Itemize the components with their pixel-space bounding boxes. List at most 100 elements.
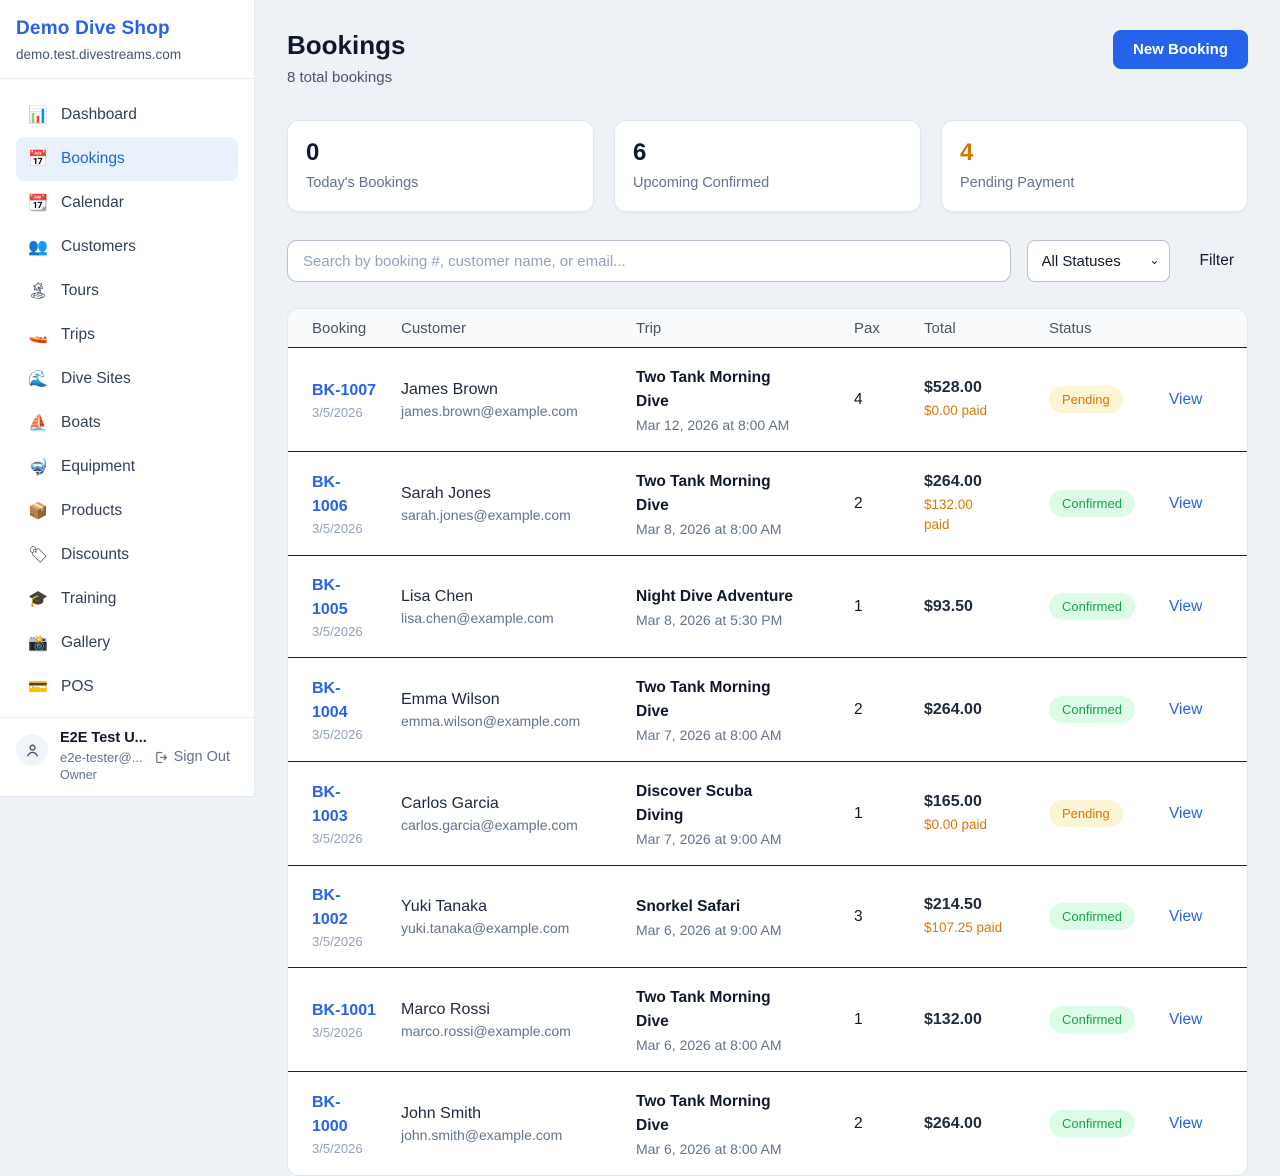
booking-cell: BK- 1006 3/5/2026 bbox=[288, 471, 401, 536]
total-amount: $264.00 bbox=[924, 700, 982, 718]
booking-id-link[interactable]: BK- 1000 bbox=[312, 1094, 348, 1136]
view-link[interactable]: View bbox=[1169, 907, 1203, 925]
graduation-cap-icon: 🎓 bbox=[28, 591, 48, 608]
customer-email: james.brown@example.com bbox=[401, 402, 578, 419]
action-cell: View bbox=[1169, 805, 1247, 823]
trip-name: Two Tank Morning Dive bbox=[636, 1093, 771, 1135]
booking-id-link[interactable]: BK- 1003 bbox=[312, 784, 348, 826]
new-booking-button[interactable]: New Booking bbox=[1112, 30, 1248, 69]
user-email: e2e-tester@... bbox=[60, 749, 143, 765]
column-header-pax: Pax bbox=[854, 319, 880, 337]
booking-date: 3/5/2026 bbox=[312, 934, 363, 950]
sidebar-item-discounts[interactable]: 🏷 Discounts bbox=[16, 533, 238, 577]
pax-cell: 1 bbox=[854, 1011, 924, 1029]
trip-name: Snorkel Safari bbox=[636, 898, 741, 916]
paid-amount: $0.00 paid bbox=[924, 816, 988, 832]
sidebar-item-pos[interactable]: 💳 POS bbox=[16, 665, 238, 709]
sidebar-item-label: Products bbox=[61, 502, 123, 519]
total-amount: $264.00 bbox=[924, 472, 982, 490]
customer-cell: Carlos Garcia carlos.garcia@example.com bbox=[401, 795, 636, 833]
customer-name: Emma Wilson bbox=[401, 690, 500, 708]
user-name: E2E Test U... bbox=[60, 730, 147, 746]
customer-cell: Emma Wilson emma.wilson@example.com bbox=[401, 691, 636, 729]
trip-cell: Discover Scuba Diving Mar 7, 2026 at 9:0… bbox=[636, 780, 854, 847]
paid-amount: $0.00 paid bbox=[924, 402, 988, 418]
customer-name: Carlos Garcia bbox=[401, 794, 499, 812]
booking-id-link[interactable]: BK-1007 bbox=[312, 382, 377, 400]
view-link[interactable]: View bbox=[1169, 1114, 1203, 1132]
pax-count: 2 bbox=[854, 494, 863, 512]
pax-cell: 2 bbox=[854, 701, 924, 719]
customer-name: John Smith bbox=[401, 1104, 482, 1122]
stat-value: 0 bbox=[306, 139, 320, 166]
trip-cell: Two Tank Morning Dive Mar 7, 2026 at 8:0… bbox=[636, 676, 854, 743]
trip-datetime: Mar 6, 2026 at 8:00 AM bbox=[636, 1037, 782, 1054]
trip-datetime: Mar 12, 2026 at 8:00 AM bbox=[636, 417, 790, 434]
main-content: Bookings 8 total bookings New Booking 0 T… bbox=[255, 0, 1280, 1176]
sidebar-item-training[interactable]: 🎓 Training bbox=[16, 577, 238, 621]
stat-label: Today's Bookings bbox=[306, 175, 419, 191]
action-cell: View bbox=[1169, 1011, 1247, 1029]
booking-id-link[interactable]: BK- 1002 bbox=[312, 887, 348, 929]
column-header-total: Total bbox=[924, 319, 956, 337]
total-cell: $132.00 bbox=[924, 1011, 1049, 1029]
table-row: BK-1007 3/5/2026 James Brown james.brown… bbox=[288, 348, 1247, 451]
sidebar-item-products[interactable]: 📦 Products bbox=[16, 489, 238, 533]
total-cell: $264.00 $132.00 paid bbox=[924, 473, 1049, 534]
sidebar-item-calendar[interactable]: 📆 Calendar bbox=[16, 181, 238, 225]
total-amount: $264.00 bbox=[924, 1114, 982, 1132]
view-link[interactable]: View bbox=[1169, 390, 1203, 408]
action-cell: View bbox=[1169, 701, 1247, 719]
total-cell: $214.50 $107.25 paid bbox=[924, 896, 1049, 938]
customer-name: Marco Rossi bbox=[401, 1000, 490, 1018]
column-header-booking: Booking bbox=[312, 319, 367, 337]
search-input[interactable] bbox=[287, 240, 1011, 282]
table-row: BK- 1002 3/5/2026 Yuki Tanaka yuki.tanak… bbox=[288, 865, 1247, 967]
view-link[interactable]: View bbox=[1169, 597, 1203, 615]
total-cell: $264.00 bbox=[924, 1115, 1049, 1133]
sidebar-item-customers[interactable]: 👥 Customers bbox=[16, 225, 238, 269]
customer-cell: James Brown james.brown@example.com bbox=[401, 381, 636, 419]
filter-button[interactable]: Filter bbox=[1186, 244, 1248, 278]
pax-count: 3 bbox=[854, 907, 863, 925]
sidebar-item-bookings[interactable]: 📅 Bookings bbox=[16, 137, 238, 181]
customer-cell: Lisa Chen lisa.chen@example.com bbox=[401, 588, 636, 626]
page-subtitle: 8 total bookings bbox=[287, 69, 393, 86]
filter-bar: All Statuses ⌄ Filter bbox=[287, 240, 1248, 282]
booking-id-link[interactable]: BK- 1006 bbox=[312, 474, 348, 516]
pax-cell: 1 bbox=[854, 598, 924, 616]
trip-datetime: Mar 7, 2026 at 9:00 AM bbox=[636, 831, 782, 848]
sidebar-item-equipment[interactable]: 🤿 Equipment bbox=[16, 445, 238, 489]
booking-id-link[interactable]: BK- 1005 bbox=[312, 577, 348, 619]
paid-amount: $132.00 paid bbox=[924, 496, 973, 532]
table-row: BK- 1006 3/5/2026 Sarah Jones sarah.jone… bbox=[288, 451, 1247, 555]
sidebar-item-tours[interactable]: 🏝 Tours bbox=[16, 269, 238, 313]
table-body: BK-1007 3/5/2026 James Brown james.brown… bbox=[288, 348, 1247, 1175]
booking-id-link[interactable]: BK-1001 bbox=[312, 1002, 377, 1020]
customer-cell: Marco Rossi marco.rossi@example.com bbox=[401, 1001, 636, 1039]
status-filter-select[interactable]: All Statuses bbox=[1026, 240, 1170, 282]
total-amount: $528.00 bbox=[924, 378, 982, 396]
sidebar-user-footer: E2E Test U... e2e-tester@... Sign Out Ow… bbox=[0, 717, 254, 796]
user-icon bbox=[26, 744, 38, 757]
sidebar-item-label: Tours bbox=[61, 282, 99, 299]
view-link[interactable]: View bbox=[1169, 1010, 1203, 1028]
sidebar-item-trips[interactable]: 🚤 Trips bbox=[16, 313, 238, 357]
sidebar-item-gallery[interactable]: 📸 Gallery bbox=[16, 621, 238, 665]
sign-out-button[interactable]: Sign Out bbox=[153, 749, 230, 765]
sidebar-item-label: Dive Sites bbox=[61, 370, 131, 387]
sidebar-nav: 📊 Dashboard 📅 Bookings 📆 Calendar 👥 Customers 🏝 T… bbox=[0, 79, 254, 717]
sidebar-item-label: Trips bbox=[61, 326, 95, 343]
view-link[interactable]: View bbox=[1169, 494, 1203, 512]
pax-count: 2 bbox=[854, 1114, 863, 1132]
sidebar-item-boats[interactable]: ⛵ Boats bbox=[16, 401, 238, 445]
brand-domain: demo.test.divestreams.com bbox=[16, 47, 182, 62]
booking-cell: BK- 1002 3/5/2026 bbox=[288, 884, 401, 949]
booking-date: 3/5/2026 bbox=[312, 624, 363, 640]
view-link[interactable]: View bbox=[1169, 804, 1203, 822]
sidebar-item-dive-sites[interactable]: 🌊 Dive Sites bbox=[16, 357, 238, 401]
sidebar-item-dashboard[interactable]: 📊 Dashboard bbox=[16, 93, 238, 137]
view-link[interactable]: View bbox=[1169, 700, 1203, 718]
booking-id-link[interactable]: BK- 1004 bbox=[312, 680, 348, 722]
status-cell: Pending bbox=[1049, 800, 1169, 828]
